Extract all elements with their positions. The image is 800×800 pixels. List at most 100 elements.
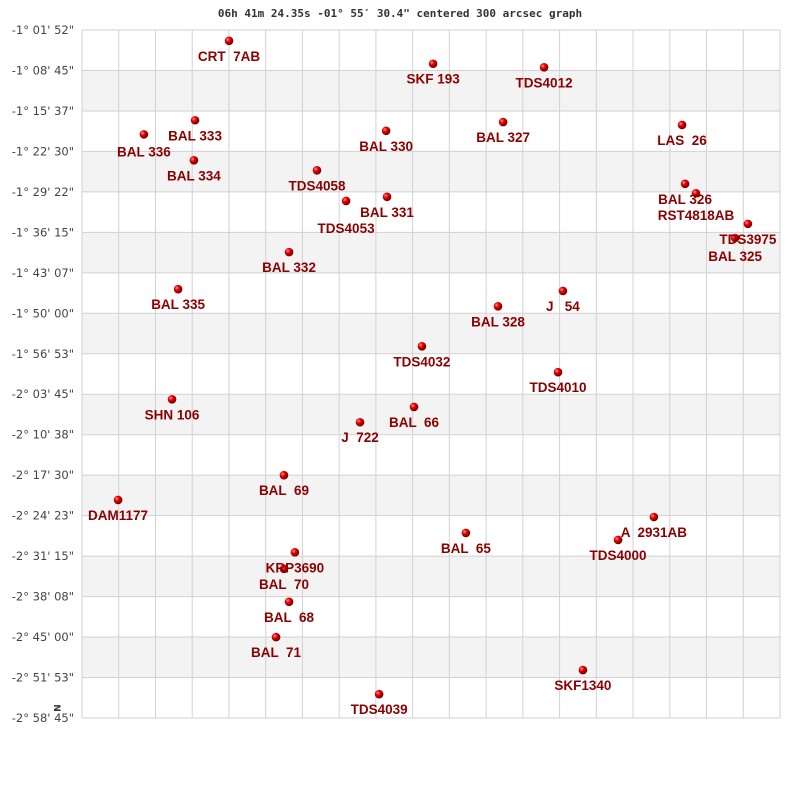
star-point: [312, 165, 322, 175]
y-tick-label: -2° 03' 45": [12, 387, 74, 401]
star-label: DAM1177: [88, 508, 148, 523]
y-tick-label: -1° 43' 07": [12, 266, 74, 280]
star-point: [553, 367, 563, 377]
star-point: [381, 126, 391, 136]
band: [82, 313, 780, 354]
star-label: BAL 326: [658, 192, 712, 207]
y-tick-label: -2° 38' 08": [12, 590, 74, 604]
star-label: LAS 26: [657, 133, 707, 148]
star-point: [677, 120, 687, 130]
star-point: [578, 665, 588, 675]
star-label: CRT 7AB: [198, 49, 261, 64]
y-tick-label: -1° 15' 37": [12, 104, 74, 118]
plot-background: [82, 30, 780, 718]
star-points: [113, 36, 753, 699]
star-label: TDS4012: [516, 75, 573, 90]
band: [82, 151, 780, 192]
star-point: [461, 528, 471, 538]
star-label: BAL 333: [168, 128, 222, 143]
star-label: J 722: [341, 430, 379, 445]
star-label: J 54: [546, 299, 580, 314]
star-label: TDS4032: [393, 354, 450, 369]
star-label: TDS4000: [590, 548, 647, 563]
star-label: BAL 70: [259, 577, 309, 592]
y-tick-label: -2° 45' 00": [12, 630, 74, 644]
band: [82, 232, 780, 273]
star-label: BAL 65: [441, 541, 492, 556]
star-point: [290, 548, 300, 557]
star-label: BAL 68: [264, 610, 315, 625]
star-point: [355, 417, 365, 427]
star-label: BAL 332: [262, 260, 316, 275]
grid-lines: [81, 29, 781, 719]
band: [82, 394, 780, 435]
band: [82, 475, 780, 516]
star-point: [374, 689, 384, 699]
star-point: [382, 192, 392, 202]
star-point: [409, 402, 419, 412]
star-point: [271, 632, 281, 642]
star-point: [189, 155, 199, 165]
star-label: BAL 325: [708, 249, 762, 264]
star-label: TDS4053: [318, 221, 376, 236]
star-label: BAL 328: [471, 314, 525, 329]
star-point: [539, 62, 549, 72]
star-label: TDS4039: [351, 702, 408, 717]
star-label: TDS4010: [530, 380, 587, 395]
north-marker: N: [51, 704, 61, 712]
star-point: [167, 394, 177, 404]
star-point: [498, 117, 508, 127]
star-point: [649, 512, 659, 522]
star-label: SHN 106: [145, 407, 200, 422]
star-point: [284, 247, 294, 257]
background-bands: [82, 30, 780, 718]
y-tick-label: -1° 08' 45": [12, 63, 74, 77]
y-tick-label: -1° 01' 52": [12, 23, 74, 37]
star-label: BAL 327: [476, 130, 530, 145]
star-point: [279, 564, 289, 574]
star-point: [613, 535, 623, 545]
star-label: RST4818AB: [658, 208, 735, 223]
star-point: [279, 470, 289, 480]
star-label: A 2931AB: [621, 525, 688, 540]
star-label: BAL 71: [251, 645, 302, 660]
star-point: [558, 286, 568, 296]
y-tick-label: -1° 50' 00": [12, 306, 74, 320]
y-tick-label: -1° 22' 30": [12, 144, 74, 158]
star-label: TDS3975: [719, 232, 777, 247]
star-point: [730, 233, 740, 243]
star-point: [680, 179, 690, 189]
star-label: BAL 330: [359, 139, 413, 154]
band: [82, 637, 780, 678]
star-point: [139, 130, 149, 139]
star-label: SKF1340: [554, 678, 611, 693]
y-tick-label: -2° 31' 15": [12, 549, 74, 563]
star-point: [284, 597, 294, 607]
star-label: SKF 193: [406, 72, 460, 87]
star-label: KRP3690: [266, 560, 325, 575]
y-tick-label: -2° 58' 45": [12, 711, 74, 725]
star-label: BAL 335: [151, 297, 205, 312]
star-label: BAL 336: [117, 144, 171, 159]
star-point: [417, 342, 427, 351]
y-tick-label: -1° 29' 22": [12, 185, 74, 199]
star-label: BAL 69: [259, 483, 309, 498]
y-tick-label: -2° 10' 38": [12, 428, 74, 442]
star-point: [173, 284, 183, 294]
star-label: BAL 66: [389, 415, 440, 430]
star-point: [341, 196, 351, 206]
star-point: [428, 59, 438, 69]
y-tick-label: -1° 36' 15": [12, 225, 74, 239]
band: [82, 70, 780, 111]
y-tick-label: -2° 51' 53": [12, 671, 74, 685]
star-point: [493, 301, 503, 311]
star-label: TDS4058: [288, 178, 346, 193]
y-axis-ticks: -1° 01' 52" -1° 08' 45" -1° 15' 37" -1° 22'…: [12, 23, 74, 725]
star-point: [113, 495, 123, 505]
y-tick-label: -2° 17' 30": [12, 468, 74, 482]
chart-title: 06h 41m 24.35s -01° 55′ 30.4" centered 3…: [218, 7, 582, 20]
star-label: BAL 331: [360, 205, 414, 220]
star-label: BAL 334: [167, 168, 221, 183]
